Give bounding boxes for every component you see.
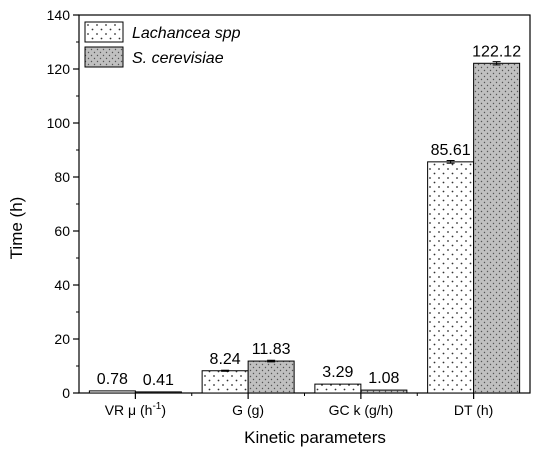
legend-label: S. cerevisiae (132, 50, 224, 67)
data-label: 11.83 (252, 341, 291, 358)
data-label: 85.61 (431, 142, 471, 159)
y-axis-title: Time (h) (7, 197, 26, 260)
bar-lachancea (201, 370, 249, 394)
data-label: 8.24 (210, 351, 241, 368)
legend-swatch (84, 21, 124, 43)
x-tick-label: G (g) (232, 402, 264, 418)
bar-lachancea (88, 390, 136, 394)
x-tick-label: VR μ (h-1) (105, 401, 166, 418)
legend: Lachancea spp S. cerevisiae (84, 21, 241, 68)
data-label: 0.78 (97, 371, 128, 388)
y-tick-label: 20 (54, 331, 70, 347)
y-tick-label: 0 (62, 385, 70, 401)
bar-cerevisiae (247, 360, 295, 394)
x-axis-title: Kinetic parameters (244, 428, 386, 447)
bar-lachancea (314, 383, 362, 394)
y-tick-label: 120 (47, 61, 71, 77)
y-tick-label: 80 (54, 169, 70, 185)
y-tick-label: 60 (54, 223, 70, 239)
x-tick-label: DT (h) (454, 402, 493, 418)
x-tick-label: GC k (g/h) (329, 402, 394, 418)
y-tick-label: 140 (47, 7, 71, 23)
x-axis: VR μ (h-1) G (g) GC k (g/h) DT (h) (105, 393, 493, 418)
plot-area: 0.78 0.41 8.24 11.83 3.29 1.08 85.61 122.12 (78, 14, 531, 394)
legend-label: Lachancea spp (132, 25, 241, 42)
bar-cerevisiae (473, 62, 521, 394)
data-label: 3.29 (322, 364, 353, 381)
legend-swatch (84, 46, 124, 68)
y-tick-label: 40 (54, 277, 70, 293)
y-axis: 0 20 40 60 80 100 120 140 (47, 7, 79, 401)
bar-lachancea (427, 161, 475, 394)
y-tick-label: 100 (47, 115, 71, 131)
data-label: 0.41 (143, 372, 174, 389)
bar-cerevisiae (134, 391, 182, 394)
data-label: 1.08 (368, 370, 399, 387)
bar-cerevisiae (360, 389, 408, 394)
data-label: 122.12 (472, 43, 521, 60)
